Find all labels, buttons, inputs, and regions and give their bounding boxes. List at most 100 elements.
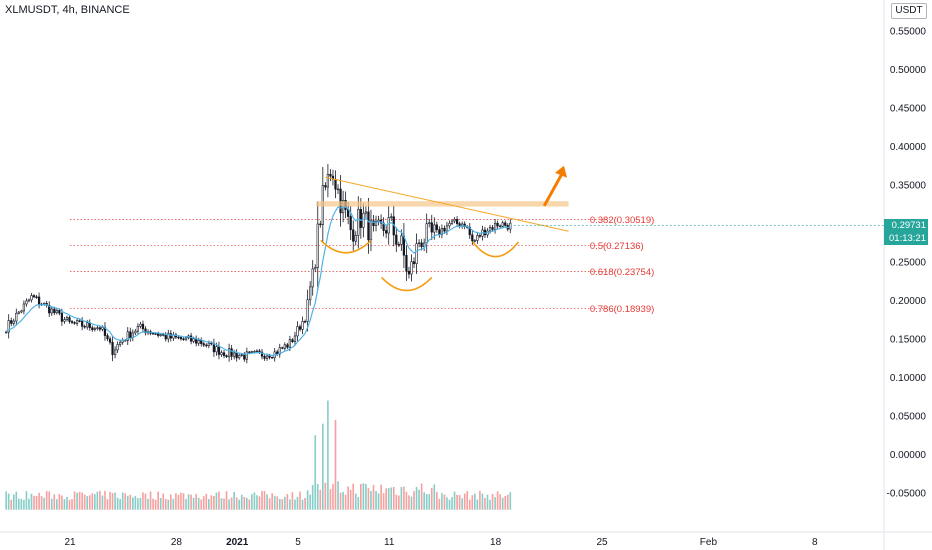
x-tick-label: 5 <box>295 537 301 548</box>
candle <box>501 222 504 227</box>
candle <box>164 334 167 340</box>
volume-bar <box>66 497 68 510</box>
candle <box>116 344 119 351</box>
volume-bar <box>48 491 51 510</box>
arrow-head <box>555 165 567 178</box>
candle <box>101 326 104 330</box>
candle <box>60 312 64 322</box>
candle <box>311 268 314 288</box>
candle <box>369 220 373 241</box>
volume-bar <box>240 494 243 510</box>
volume-bar <box>81 492 83 510</box>
candle <box>374 220 378 227</box>
candle <box>286 344 289 348</box>
volume-bar <box>40 496 43 510</box>
currency-unit-button[interactable]: USDT <box>891 3 927 19</box>
volume-bars <box>5 400 512 510</box>
candle <box>493 222 497 230</box>
volume-bar <box>99 490 101 510</box>
candle <box>296 326 299 337</box>
volume-bar <box>5 491 7 510</box>
volume-bar <box>334 419 337 510</box>
volume-bar <box>278 498 281 510</box>
candle <box>32 295 36 298</box>
candle <box>258 350 261 353</box>
candle <box>428 222 431 224</box>
volume-bar <box>35 496 38 510</box>
candle <box>35 296 38 298</box>
x-tick-label: 2021 <box>226 537 249 548</box>
volume-bar <box>192 497 195 510</box>
candle <box>455 219 459 224</box>
volume-bar <box>223 498 225 510</box>
candle <box>359 209 362 228</box>
volume-bar <box>387 488 390 510</box>
candle <box>400 235 403 245</box>
candle <box>157 333 160 336</box>
candle <box>309 286 312 301</box>
volume-bar <box>149 491 152 510</box>
volume-bar <box>476 499 479 510</box>
candle <box>119 341 122 345</box>
candle <box>291 339 294 343</box>
volume-bar <box>362 483 365 510</box>
candle <box>25 300 28 305</box>
x-tick-label: 25 <box>596 537 608 548</box>
candle <box>496 222 499 227</box>
volume-bar <box>484 497 486 510</box>
volume-bar <box>129 494 132 510</box>
volume-bar <box>132 497 134 510</box>
annotations <box>316 165 884 292</box>
candle <box>27 299 31 302</box>
candle <box>108 338 112 343</box>
candle <box>167 333 170 340</box>
volume-bar <box>501 497 504 510</box>
candle <box>243 354 246 360</box>
volume-bar <box>474 493 476 510</box>
volume-bar <box>18 498 20 510</box>
fib-level-label: 0.382(0.30519) <box>590 215 654 226</box>
volume-bar <box>53 494 56 510</box>
volume-bar <box>119 498 121 510</box>
volume-bar <box>271 493 273 510</box>
candle <box>329 173 332 177</box>
candle <box>12 320 15 324</box>
volume-bar <box>273 495 276 510</box>
volume-bar <box>197 497 200 510</box>
volume-bar <box>109 491 111 510</box>
volume-bar <box>365 483 367 510</box>
volume-bar <box>337 481 339 510</box>
volume-bar <box>185 499 187 510</box>
volume-bar <box>238 499 241 510</box>
volume-bar <box>94 494 96 510</box>
volume-bar <box>56 499 58 510</box>
volume-bar <box>139 497 142 510</box>
candle <box>250 351 254 353</box>
volume-bar <box>357 497 360 510</box>
y-tick-label: 0.00000 <box>890 450 927 461</box>
volume-bar <box>225 491 228 510</box>
volume-bar <box>38 492 40 510</box>
volume-bar <box>461 498 463 510</box>
candle <box>288 339 292 348</box>
candle <box>15 312 18 322</box>
volume-bar <box>327 400 329 510</box>
volume-bar <box>7 493 10 510</box>
volume-bar <box>50 498 53 510</box>
candle <box>314 267 317 270</box>
volume-bar <box>43 497 45 510</box>
candle <box>430 222 433 233</box>
volume-bar <box>12 494 15 510</box>
volume-bar <box>354 493 357 510</box>
candle <box>367 211 370 241</box>
candle <box>354 235 357 242</box>
candle <box>111 341 114 355</box>
candle <box>478 235 482 237</box>
candle <box>283 344 286 349</box>
volume-bar <box>159 497 162 510</box>
volume-bar <box>58 493 61 510</box>
candle <box>334 178 337 190</box>
volume-bar <box>413 491 415 510</box>
resistance-zone <box>316 201 569 207</box>
